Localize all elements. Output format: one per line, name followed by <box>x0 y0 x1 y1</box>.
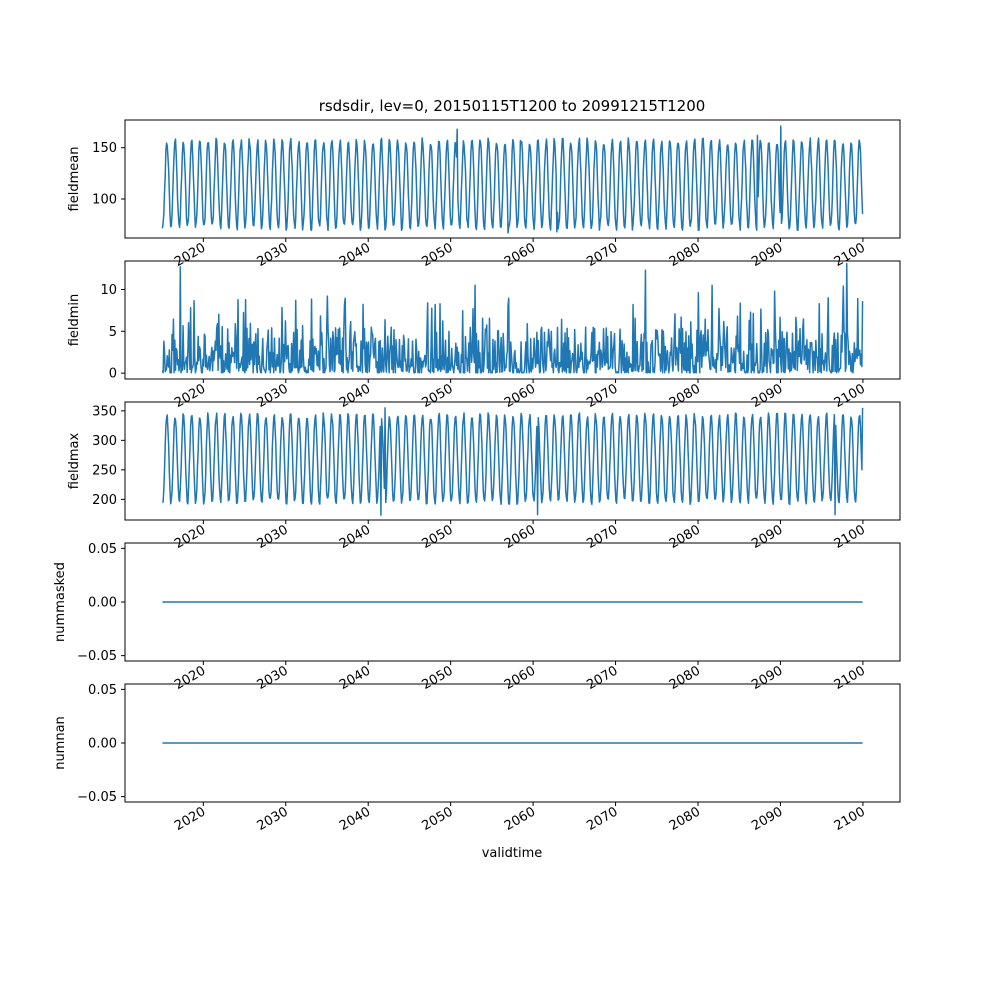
y-axis-label-fieldmin: fieldmin <box>67 294 82 347</box>
y-tick-label-fieldmax: 300 <box>92 434 117 449</box>
y-axis-label-numnan: numnan <box>53 716 68 770</box>
y-tick-label-fieldmin: 0 <box>109 367 117 382</box>
series-line-fieldmean <box>161 125 864 234</box>
y-tick-label-fieldmax: 250 <box>92 463 117 478</box>
y-axis-label-fieldmax: fieldmax <box>67 433 82 490</box>
y-tick-label-nummasked: 0.00 <box>88 596 117 611</box>
y-tick-label-nummasked: 0.05 <box>88 542 117 557</box>
y-tick-label-fieldmean: 150 <box>92 141 117 156</box>
figure-title: rsdsdir, lev=0, 20150115T1200 to 2099121… <box>319 97 706 115</box>
y-tick-label-fieldmin: 5 <box>109 325 117 340</box>
axes-frame-fieldmin <box>124 260 901 380</box>
y-tick-label-fieldmax: 200 <box>92 493 117 508</box>
y-axis-label-nummasked: nummasked <box>53 562 68 642</box>
y-tick-label-numnan: −0.05 <box>77 790 117 805</box>
series-line-fieldmax <box>161 407 864 517</box>
y-tick-label-numnan: 0.05 <box>88 683 117 698</box>
axes-frame-fieldmean <box>124 119 901 239</box>
y-tick-label-numnan: 0.00 <box>88 737 117 752</box>
y-tick-label-nummasked: −0.05 <box>77 649 117 664</box>
series-line-fieldmin <box>161 262 864 374</box>
axes-frame-fieldmax <box>124 401 901 521</box>
y-tick-label-fieldmean: 100 <box>92 193 117 208</box>
y-tick-label-fieldmax: 350 <box>92 404 117 419</box>
y-tick-label-fieldmin: 10 <box>100 283 117 298</box>
y-axis-label-fieldmean: fieldmean <box>67 147 82 212</box>
x-axis-label: validtime <box>482 846 543 861</box>
